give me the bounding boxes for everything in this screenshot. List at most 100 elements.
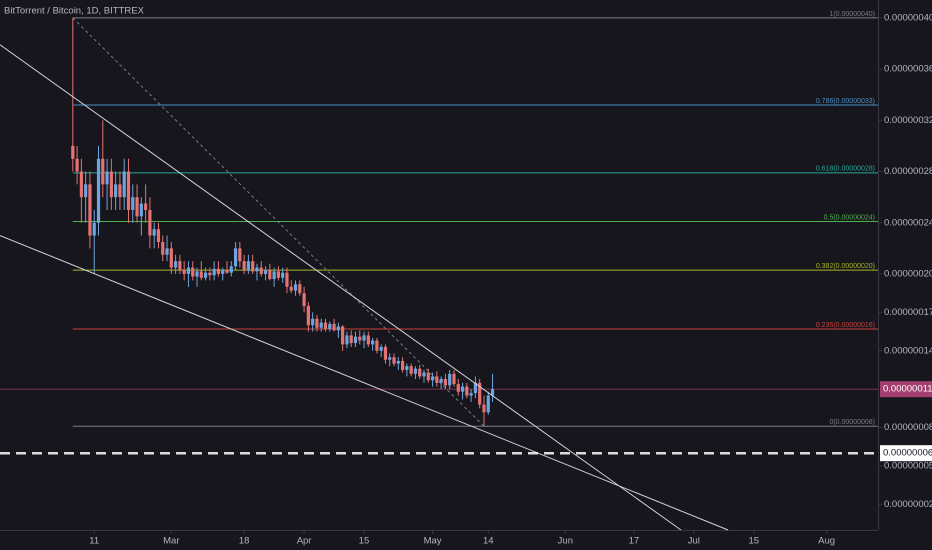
candle-body <box>208 272 212 276</box>
candle-body <box>135 197 139 217</box>
candle-body <box>122 171 126 198</box>
candle-body <box>319 322 323 328</box>
candle-body <box>203 272 208 278</box>
candle-body <box>221 270 225 274</box>
candle-body <box>345 335 349 345</box>
candle-body <box>251 261 255 272</box>
candle-body <box>413 368 418 374</box>
candle-body <box>341 326 345 345</box>
y-tick-label: 0.00000036 <box>884 64 932 75</box>
y-tick-label: 0.00000005 <box>884 461 932 472</box>
candle-body <box>469 393 473 396</box>
candle-body <box>460 386 465 392</box>
candle-body <box>396 361 400 364</box>
candle-body <box>323 322 328 330</box>
x-tick-label: 15 <box>749 536 760 547</box>
candle-body <box>105 171 109 185</box>
candle-body <box>311 318 315 326</box>
candle-body <box>131 197 135 210</box>
candle-body <box>191 267 195 277</box>
trend-line <box>0 44 682 531</box>
candle-body <box>371 340 375 345</box>
candle-body <box>358 336 362 341</box>
candle-body <box>71 145 75 159</box>
x-tick-label: 11 <box>89 536 99 547</box>
candle-body <box>144 203 148 210</box>
candle-body <box>88 184 92 236</box>
candle-body <box>375 340 379 351</box>
candle-body <box>161 241 165 255</box>
candle-body <box>448 373 452 386</box>
fib-trend-line <box>72 17 485 427</box>
candle-body <box>272 271 276 280</box>
candle-body <box>281 272 285 278</box>
candle-body <box>298 284 302 294</box>
candle-body <box>246 261 251 271</box>
candle-body <box>276 271 280 278</box>
candle-body <box>452 373 456 385</box>
y-tick-label: 0.00000014 <box>884 345 932 356</box>
candle-body <box>216 268 221 274</box>
alert-label-box <box>880 445 932 462</box>
candle-body <box>482 404 486 413</box>
candle-body <box>96 158 101 223</box>
x-tick-label: 18 <box>239 536 250 547</box>
candle-body <box>114 184 118 198</box>
fib-label: 1(0.00000040) <box>829 11 875 18</box>
candle-body <box>392 357 396 364</box>
candle-body <box>332 323 336 331</box>
candle-body <box>229 266 233 273</box>
candle-body <box>268 270 272 280</box>
candle-body <box>353 336 358 344</box>
x-tick-label: 17 <box>629 536 640 547</box>
candle-body <box>430 376 435 381</box>
x-tick-label: Jun <box>558 536 573 547</box>
y-tick-label: 0.00000028 <box>884 166 932 177</box>
candle-body <box>465 386 469 396</box>
x-tick-label: Mar <box>163 536 179 547</box>
last-price-label: 0.00000011 <box>883 384 932 395</box>
candle-body <box>186 267 191 274</box>
candle-body <box>263 270 268 274</box>
candle-body <box>456 384 460 392</box>
last-price-box <box>880 381 932 398</box>
y-tick-label: 0.00000024 <box>884 217 932 228</box>
candle-body <box>165 248 169 255</box>
y-tick-label: 0.00000040 <box>884 12 932 23</box>
x-tick-label: Apr <box>297 536 312 547</box>
candle-body <box>178 261 182 271</box>
candle-body <box>490 389 495 396</box>
candle-body <box>418 368 422 377</box>
candle-body <box>405 366 409 370</box>
y-tick-label: 0.00000020 <box>884 268 932 279</box>
fib-label: 0.236(0.00000016) <box>816 322 875 329</box>
candle-body <box>174 261 178 268</box>
alert-label: 0.00000006 <box>883 448 932 459</box>
candle-body <box>409 366 413 374</box>
y-tick-label: 0.00000017 <box>884 307 932 318</box>
candle-body <box>285 272 289 287</box>
candle-body <box>302 293 306 306</box>
candle-body <box>362 335 366 341</box>
x-tick-label: 15 <box>359 536 370 547</box>
candle-body <box>486 395 490 413</box>
candle-body <box>422 372 426 377</box>
fib-label: 0.786(0.00000033) <box>816 98 875 105</box>
candle-body <box>259 267 263 274</box>
candle-body <box>233 248 238 267</box>
fib-label: 0.382(0.00000020) <box>816 263 875 270</box>
candle-body <box>400 361 405 370</box>
x-tick-label: Jul <box>688 536 700 547</box>
candle-body <box>383 346 388 360</box>
candle-body <box>238 248 242 262</box>
candle-body <box>289 286 293 291</box>
candle-body <box>152 229 156 236</box>
candle-body <box>439 378 443 383</box>
fib-label: 0.5(0.00000024) <box>824 214 875 221</box>
candle-body <box>242 261 246 271</box>
candle-body <box>101 158 105 185</box>
trend-line <box>0 235 729 531</box>
candle-body <box>199 271 203 278</box>
candle-body <box>118 184 122 198</box>
